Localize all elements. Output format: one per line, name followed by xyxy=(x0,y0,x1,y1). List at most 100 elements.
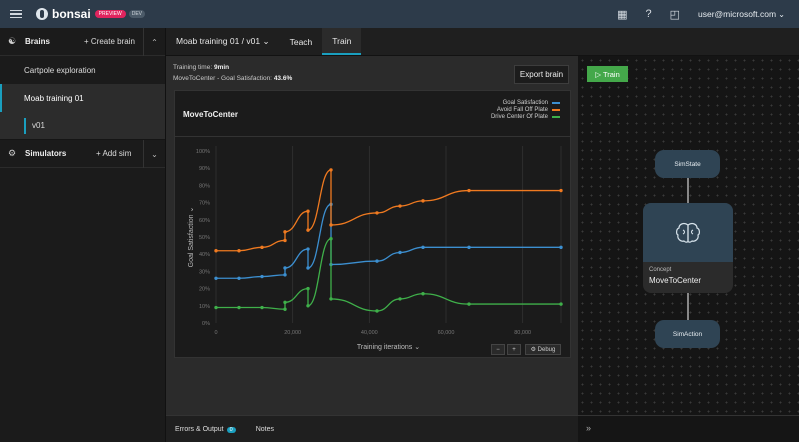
simulators-title: Simulators xyxy=(25,149,67,158)
series-line-0 xyxy=(216,203,561,279)
data-point-0-1 xyxy=(237,276,241,280)
data-point-0-6 xyxy=(306,266,310,270)
brains-title: Brains xyxy=(25,37,50,46)
train-button[interactable]: ▷ Train xyxy=(587,66,628,82)
tab-train[interactable]: Train xyxy=(322,28,362,55)
help-icon[interactable]: ? xyxy=(645,8,652,20)
goal-satisfaction-stat: MoveToCenter - Goal Satisfaction: 43.6% xyxy=(173,75,292,82)
tab-teach[interactable]: Teach xyxy=(289,36,313,47)
data-point-2-6 xyxy=(306,304,310,308)
sidebar-item-moab[interactable]: Moab training 01 xyxy=(0,84,165,112)
data-point-0-2 xyxy=(260,274,264,279)
data-point-0-10 xyxy=(398,250,402,255)
legend-item-avoid-fall[interactable]: Avoid Fall Off Plate xyxy=(497,107,560,113)
chevron-down-icon[interactable]: ⌄ xyxy=(143,140,165,168)
create-brain-button[interactable]: + Create brain xyxy=(84,37,135,46)
concept-node-header xyxy=(643,203,733,262)
data-point-2-12 xyxy=(467,302,471,306)
data-point-1-3 xyxy=(283,238,287,243)
brain-version-v01[interactable]: v01 xyxy=(24,117,45,134)
y-tick-label: 40% xyxy=(199,252,210,258)
bonsai-logo[interactable]: bonsai PREVIEW DEV xyxy=(36,7,146,21)
concept-kind: Concept xyxy=(649,267,672,273)
train-panel: Training time: 9min MoveToCenter - Goal … xyxy=(166,56,578,415)
debug-button[interactable]: ⚙ Debug xyxy=(525,344,561,355)
series-line-2 xyxy=(215,238,561,312)
chevron-up-icon[interactable]: ⌃ xyxy=(143,28,165,56)
data-point-0-0 xyxy=(214,276,218,280)
zoom-in-button[interactable]: + xyxy=(507,344,521,355)
feedback-icon[interactable]: ◰ xyxy=(669,8,680,21)
data-point-2-10 xyxy=(398,297,402,301)
legend-item-drive-center[interactable]: Drive Center Of Plate xyxy=(491,114,560,120)
graph-footer: » xyxy=(578,415,799,442)
training-time: Training time: 9min xyxy=(173,64,229,71)
document-icon[interactable]: ▦ xyxy=(617,8,628,21)
data-point-1-1 xyxy=(237,249,241,253)
y-tick-label: 90% xyxy=(199,166,210,172)
sidebar-item-cartpole[interactable]: Cartpole exploration xyxy=(24,65,96,75)
bottom-panel-tabs: Errors & Output 0 Notes xyxy=(166,415,578,442)
y-tick-label: 60% xyxy=(199,218,210,224)
y-tick-label: 20% xyxy=(199,287,210,293)
data-point-2-1 xyxy=(237,305,241,310)
hamburger-menu-icon[interactable] xyxy=(10,9,22,19)
export-brain-button[interactable]: Export brain xyxy=(514,65,569,84)
y-tick-label: 10% xyxy=(199,304,210,310)
goal-satisfaction-value: 43.6% xyxy=(273,75,293,82)
training-time-label: Training time: xyxy=(173,64,213,71)
bonsai-logo-icon xyxy=(36,8,48,20)
x-tick-label: 40,000 xyxy=(361,330,378,336)
legend-item-goal-satisfaction[interactable]: Goal Satisfaction xyxy=(503,100,560,106)
data-point-2-11 xyxy=(421,292,425,296)
data-point-1-8 xyxy=(329,223,333,227)
line-chart: 0 20,000 40,000 60,000 80,000 0% 10% 20% 30% 40% 5… xyxy=(188,146,563,351)
add-sim-button[interactable]: + Add sim xyxy=(96,149,132,158)
errors-output-tab[interactable]: Errors & Output 0 xyxy=(175,426,236,433)
concept-node[interactable]: Concept MoveToCenter xyxy=(643,203,733,293)
data-point-2-8 xyxy=(329,297,333,301)
data-point-1-7 xyxy=(329,168,333,172)
brain-icon xyxy=(676,222,700,243)
data-point-1-11 xyxy=(421,199,425,203)
data-point-1-2 xyxy=(260,245,264,250)
brand-name: bonsai xyxy=(52,7,91,21)
data-point-0-12 xyxy=(467,245,471,250)
y-tick-label: 50% xyxy=(199,235,210,241)
zoom-out-button[interactable]: − xyxy=(491,344,505,355)
simulators-header: ⚙ Simulators + Add sim ⌄ xyxy=(0,140,165,168)
chart-legend: Goal Satisfaction Avoid Fall Off Plate D… xyxy=(491,100,560,120)
version-badge: DEV xyxy=(128,10,146,18)
data-point-2-13 xyxy=(559,302,563,306)
data-point-1-9 xyxy=(375,211,379,215)
errors-output-label: Errors & Output xyxy=(175,425,224,433)
data-point-2-9 xyxy=(375,309,379,313)
legend-label: Drive Center Of Plate xyxy=(490,114,548,120)
simaction-node[interactable]: SimAction xyxy=(655,320,720,348)
data-point-1-6 xyxy=(306,228,310,232)
brains-header: ☯ Brains + Create brain ⌃ xyxy=(0,28,165,56)
x-tick-label: 0 xyxy=(214,330,217,336)
brain-icon: ☯ xyxy=(8,36,17,46)
notes-tab[interactable]: Notes xyxy=(255,425,274,433)
y-tick-label: 70% xyxy=(199,201,210,207)
sidebar: ☯ Brains + Create brain ⌃ Cartpole explo… xyxy=(0,28,166,442)
brain-version-row: v01 xyxy=(0,112,165,140)
x-tick-label: 60,000 xyxy=(438,330,455,336)
expand-panel-icon[interactable]: » xyxy=(586,423,592,433)
data-point-1-0 xyxy=(214,249,218,253)
user-menu[interactable]: user@microsoft.com xyxy=(698,9,785,19)
goal-satisfaction-label: MoveToCenter - Goal Satisfaction: xyxy=(173,75,272,82)
data-point-2-3 xyxy=(283,307,287,311)
x-tick-label: 20,000 xyxy=(284,330,301,336)
data-point-2-5 xyxy=(306,286,310,291)
simstate-node[interactable]: SimState xyxy=(655,150,720,178)
y-tick-label: 80% xyxy=(199,183,210,189)
training-time-value: 9min xyxy=(213,64,230,71)
brain-version-selector[interactable]: Moab training 01 / v01 ⌄ xyxy=(176,36,270,46)
data-point-1-12 xyxy=(467,188,471,193)
data-point-0-11 xyxy=(421,245,425,250)
data-point-1-10 xyxy=(398,204,402,208)
data-point-0-9 xyxy=(375,259,379,263)
data-point-2-0 xyxy=(214,305,218,310)
